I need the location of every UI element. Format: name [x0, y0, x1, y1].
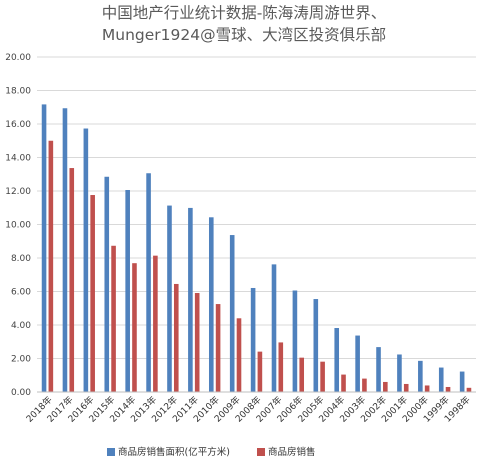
bar-sales — [194, 293, 200, 392]
bar-sales — [403, 383, 409, 392]
chart-title-line-1: 中国地产行业统计数据-陈海涛周游世界、 — [102, 4, 387, 22]
bar-sales-area — [62, 108, 68, 392]
bar-sales-area — [229, 235, 235, 392]
y-axis-ticks: 0.00 2.00 4.00 6.00 8.00 10.00 12.00 14.00 16.00… — [5, 53, 31, 398]
bar-sales-area — [376, 347, 381, 392]
bar-sales-area — [125, 190, 130, 392]
bar-sales-area — [438, 367, 444, 392]
legend: 商品房销售面积(亿平方米) 商品房销售 — [107, 446, 316, 458]
bar-sales — [173, 283, 179, 392]
y-tick-label: 12.00 — [5, 187, 31, 197]
legend-swatch-sales — [257, 448, 265, 456]
gridlines — [37, 56, 476, 359]
bar-sales — [424, 385, 430, 392]
y-tick-label: 6.00 — [11, 288, 31, 298]
bar-sales — [48, 140, 54, 392]
bar-sales — [236, 318, 242, 392]
bar-sales — [153, 255, 158, 392]
bar-sales — [111, 245, 116, 392]
bar-sales-area — [167, 205, 172, 392]
legend-label-area: 商品房销售面积(亿平方米) — [118, 446, 230, 458]
bar-sales — [90, 195, 95, 392]
bar-sales — [383, 381, 388, 392]
bar-sales-area — [188, 207, 193, 392]
bar-sales-area — [397, 354, 402, 392]
bar-sales-area — [271, 264, 277, 392]
y-tick-label: 4.00 — [11, 321, 31, 331]
bar-sales — [215, 304, 221, 392]
bar-sales — [257, 351, 263, 392]
bar-sales-area — [355, 335, 360, 392]
bar-sales — [299, 357, 305, 392]
y-tick-label: 2.00 — [11, 355, 31, 365]
bar-sales-area — [104, 176, 110, 392]
bar-sales-area — [83, 128, 89, 392]
chart-title-line-2: Munger1924@雪球、大湾区投资俱乐部 — [102, 26, 386, 44]
bar-sales-area — [459, 371, 465, 392]
bar-sales-area — [208, 217, 214, 392]
y-tick-label: 16.00 — [5, 120, 31, 130]
bar-sales — [320, 361, 325, 392]
y-tick-label: 14.00 — [5, 154, 31, 164]
bar-sales-area — [41, 104, 47, 393]
bar-sales-area — [313, 299, 319, 392]
bar-sales — [341, 374, 346, 392]
bar-sales-area — [418, 360, 423, 392]
y-tick-label: 0.00 — [11, 388, 31, 398]
legend-label-sales: 商品房销售 — [268, 446, 316, 458]
bar-sales-area — [250, 287, 256, 392]
x-axis-labels: 2018年2017年2016年2015年2014年2013年2012年2011年… — [24, 394, 473, 425]
y-tick-label: 18.00 — [5, 87, 31, 97]
y-tick-label: 8.00 — [11, 254, 31, 264]
bar-sales-area — [334, 328, 340, 392]
bar-sales — [445, 386, 451, 392]
bar-sales — [69, 168, 75, 392]
bars — [41, 104, 472, 393]
bar-sales — [362, 378, 367, 392]
bar-sales — [278, 342, 284, 392]
legend-swatch-area — [107, 448, 115, 456]
y-tick-label: 10.00 — [5, 221, 31, 231]
bar-sales-area — [146, 173, 151, 392]
y-tick-label: 20.00 — [5, 53, 31, 63]
bar-sales — [466, 387, 472, 392]
bar-sales — [132, 263, 137, 392]
bar-sales-area — [292, 290, 298, 392]
